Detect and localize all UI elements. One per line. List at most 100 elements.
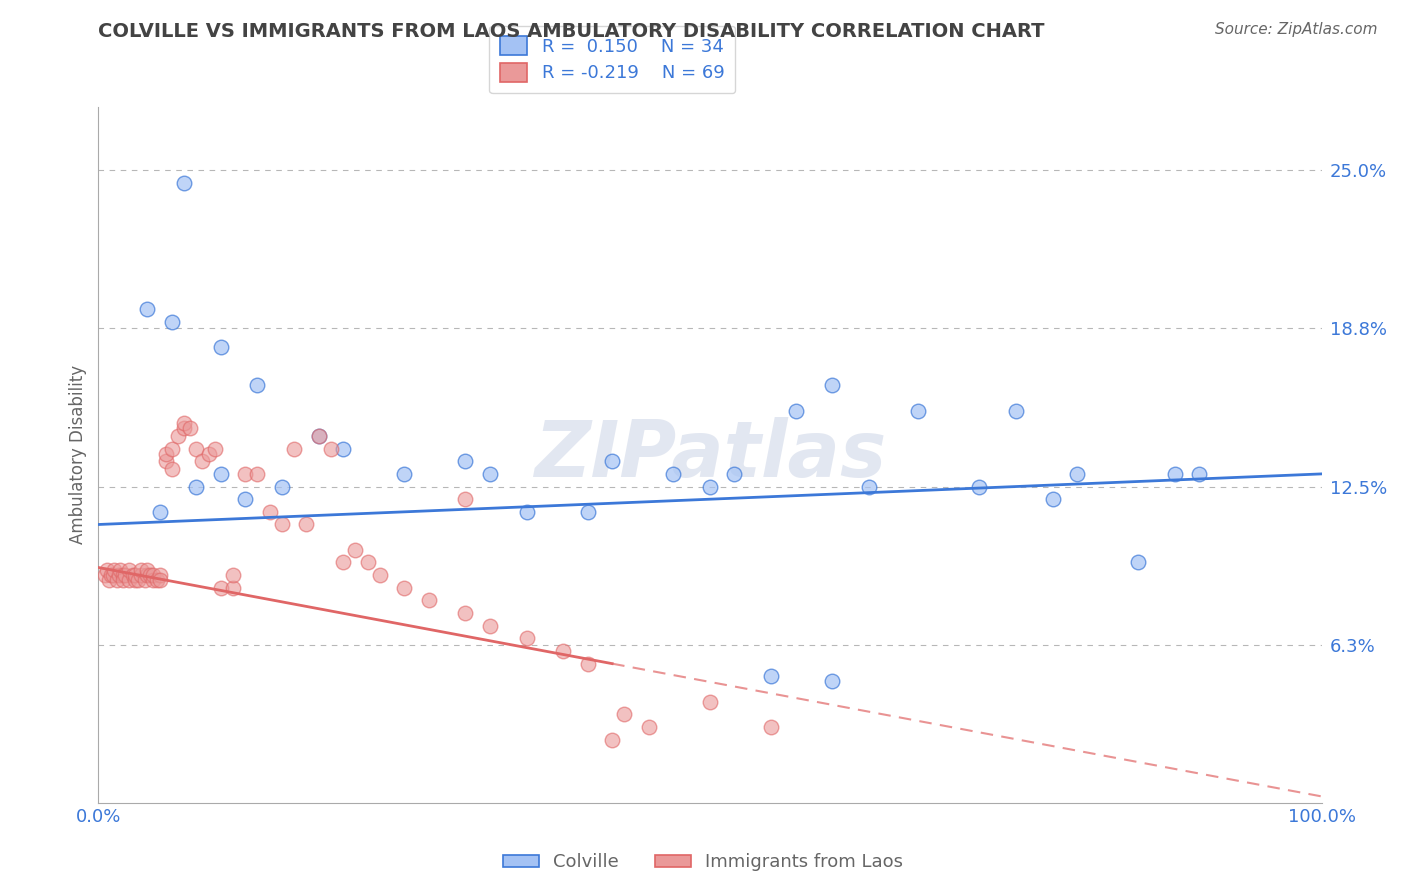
Point [246, 378, 269, 392]
Point [662, 467, 685, 481]
Point [392, 581, 416, 595]
Point [197, 447, 219, 461]
Point [186, 442, 208, 456]
Point [332, 442, 354, 456]
Point [259, 505, 281, 519]
Point [103, 563, 125, 577]
Point [209, 581, 232, 595]
Text: COLVILLE VS IMMIGRANTS FROM LAOS AMBULATORY DISABILITY CORRELATION CHART: COLVILLE VS IMMIGRANTS FROM LAOS AMBULAT… [98, 22, 1045, 41]
Point [478, 618, 501, 632]
Point [136, 563, 159, 577]
Point [270, 479, 294, 493]
Point [368, 568, 391, 582]
Point [319, 442, 342, 456]
Point [907, 403, 929, 417]
Point [699, 695, 721, 709]
Point [761, 669, 783, 683]
Point [295, 517, 318, 532]
Point [93, 568, 115, 582]
Point [149, 505, 172, 519]
Point [246, 467, 269, 481]
Point [146, 573, 169, 587]
Point [418, 593, 440, 607]
Point [108, 568, 131, 582]
Point [96, 563, 118, 577]
Point [1128, 556, 1150, 570]
Point [118, 573, 141, 587]
Point [209, 340, 232, 354]
Point [270, 517, 294, 532]
Text: ZIPatlas: ZIPatlas [534, 417, 886, 493]
Point [173, 421, 195, 435]
Point [638, 720, 661, 734]
Point [155, 454, 177, 468]
Point [173, 417, 195, 431]
Point [173, 176, 195, 190]
Point [613, 707, 636, 722]
Point [821, 378, 844, 392]
Y-axis label: Ambulatory Disability: Ambulatory Disability [69, 366, 87, 544]
Point [139, 568, 162, 582]
Point [723, 467, 745, 481]
Point [1164, 467, 1187, 481]
Point [142, 568, 165, 582]
Point [222, 568, 245, 582]
Point [356, 556, 378, 570]
Point [515, 632, 537, 646]
Point [785, 403, 807, 417]
Point [308, 429, 330, 443]
Point [186, 479, 208, 493]
Point [114, 568, 136, 582]
Point [858, 479, 880, 493]
Point [124, 573, 146, 587]
Point [478, 467, 501, 481]
Point [454, 492, 477, 507]
Point [233, 492, 256, 507]
Point [111, 573, 134, 587]
Point [600, 732, 623, 747]
Point [209, 467, 232, 481]
Point [222, 581, 245, 595]
Point [160, 442, 183, 456]
Point [149, 573, 172, 587]
Point [967, 479, 990, 493]
Point [134, 573, 156, 587]
Point [167, 429, 190, 443]
Point [118, 563, 141, 577]
Point [821, 674, 844, 689]
Point [283, 442, 305, 456]
Point [1042, 492, 1064, 507]
Point [105, 573, 128, 587]
Point [98, 573, 121, 587]
Point [136, 568, 159, 582]
Point [100, 568, 122, 582]
Point [101, 568, 124, 582]
Point [392, 467, 416, 481]
Point [600, 454, 623, 468]
Point [129, 568, 152, 582]
Legend: Colville, Immigrants from Laos: Colville, Immigrants from Laos [495, 847, 911, 879]
Point [149, 568, 172, 582]
Point [233, 467, 256, 481]
Point [124, 568, 146, 582]
Point [576, 505, 599, 519]
Point [110, 563, 132, 577]
Point [454, 454, 477, 468]
Point [454, 606, 477, 620]
Point [576, 657, 599, 671]
Point [111, 568, 134, 582]
Point [160, 315, 183, 329]
Point [308, 429, 330, 443]
Legend: R =  0.150    N = 34, R = -0.219    N = 69: R = 0.150 N = 34, R = -0.219 N = 69 [489, 26, 735, 93]
Point [160, 462, 183, 476]
Point [136, 302, 159, 317]
Point [761, 720, 783, 734]
Point [121, 568, 143, 582]
Point [332, 556, 354, 570]
Point [127, 573, 149, 587]
Point [179, 421, 201, 435]
Point [129, 563, 152, 577]
Point [699, 479, 721, 493]
Point [204, 442, 226, 456]
Point [1066, 467, 1088, 481]
